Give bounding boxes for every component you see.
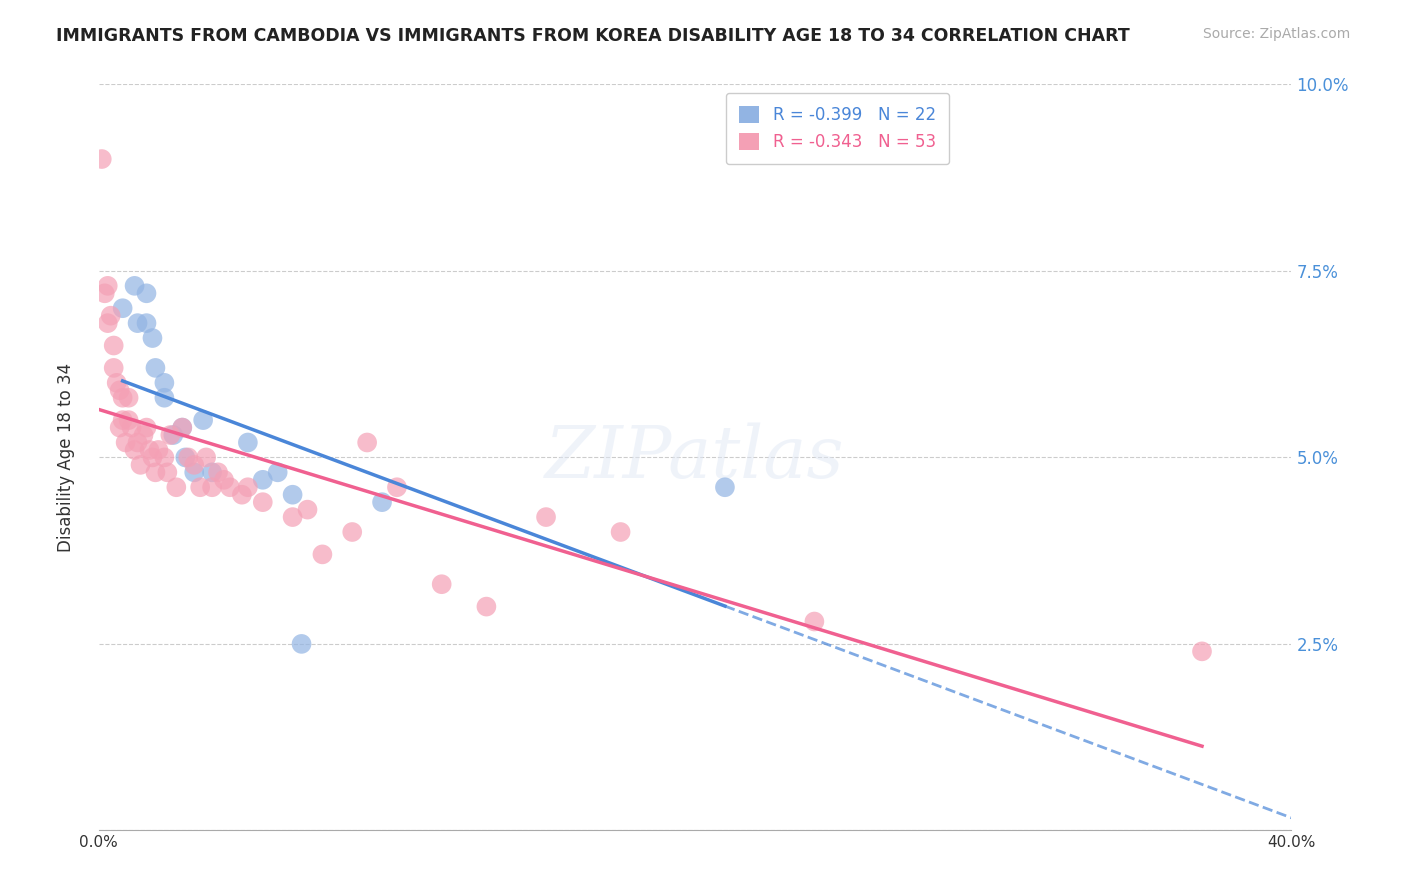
Point xyxy=(188,480,211,494)
Point xyxy=(201,480,224,494)
Point xyxy=(127,316,149,330)
Point xyxy=(252,473,274,487)
Point xyxy=(124,278,146,293)
Point xyxy=(475,599,498,614)
Point xyxy=(534,510,557,524)
Point xyxy=(94,286,117,301)
Point xyxy=(141,450,163,465)
Point xyxy=(111,391,134,405)
Point xyxy=(111,301,134,316)
Text: Source: ZipAtlas.com: Source: ZipAtlas.com xyxy=(1202,27,1350,41)
Point xyxy=(1191,644,1213,658)
Point xyxy=(148,442,170,457)
Text: ZIPatlas: ZIPatlas xyxy=(546,422,845,492)
Point xyxy=(371,495,394,509)
Point xyxy=(385,480,408,494)
Point xyxy=(714,480,737,494)
Point xyxy=(177,450,200,465)
Point xyxy=(111,413,134,427)
Point xyxy=(105,376,128,390)
Point xyxy=(100,309,122,323)
Point xyxy=(195,450,218,465)
Point xyxy=(236,435,259,450)
Point xyxy=(201,466,224,480)
Point xyxy=(138,442,160,457)
Point xyxy=(159,428,181,442)
Point xyxy=(135,286,157,301)
Point xyxy=(108,420,131,434)
Point xyxy=(356,435,378,450)
Legend: R = -0.399   N = 22, R = -0.343   N = 53: R = -0.399 N = 22, R = -0.343 N = 53 xyxy=(725,93,949,164)
Point xyxy=(162,428,184,442)
Y-axis label: Disability Age 18 to 34: Disability Age 18 to 34 xyxy=(58,363,75,552)
Point xyxy=(342,524,364,539)
Point xyxy=(191,413,214,427)
Point xyxy=(172,420,194,434)
Point xyxy=(121,420,143,434)
Point xyxy=(803,615,825,629)
Point xyxy=(219,480,242,494)
Point xyxy=(430,577,453,591)
Point xyxy=(132,428,155,442)
Point xyxy=(174,450,197,465)
Point xyxy=(145,466,167,480)
Point xyxy=(129,458,152,472)
Point xyxy=(207,466,229,480)
Point xyxy=(281,510,304,524)
Point xyxy=(141,331,163,345)
Point xyxy=(609,524,631,539)
Point xyxy=(108,384,131,398)
Point xyxy=(153,376,176,390)
Point xyxy=(156,466,179,480)
Point xyxy=(135,316,157,330)
Text: IMMIGRANTS FROM CAMBODIA VS IMMIGRANTS FROM KOREA DISABILITY AGE 18 TO 34 CORREL: IMMIGRANTS FROM CAMBODIA VS IMMIGRANTS F… xyxy=(56,27,1130,45)
Point xyxy=(97,278,120,293)
Point xyxy=(124,442,146,457)
Point xyxy=(281,488,304,502)
Point xyxy=(165,480,187,494)
Point xyxy=(117,413,139,427)
Point xyxy=(127,435,149,450)
Point xyxy=(311,548,333,562)
Point xyxy=(103,360,125,375)
Point xyxy=(153,450,176,465)
Point xyxy=(103,338,125,352)
Point xyxy=(183,466,205,480)
Point xyxy=(117,391,139,405)
Point xyxy=(90,152,112,166)
Point xyxy=(135,420,157,434)
Point xyxy=(97,316,120,330)
Point xyxy=(114,435,136,450)
Point xyxy=(236,480,259,494)
Point xyxy=(172,420,194,434)
Point xyxy=(267,466,290,480)
Point xyxy=(252,495,274,509)
Point xyxy=(297,502,319,516)
Point xyxy=(145,360,167,375)
Point xyxy=(153,391,176,405)
Point xyxy=(290,637,312,651)
Point xyxy=(212,473,235,487)
Point xyxy=(231,488,253,502)
Point xyxy=(183,458,205,472)
